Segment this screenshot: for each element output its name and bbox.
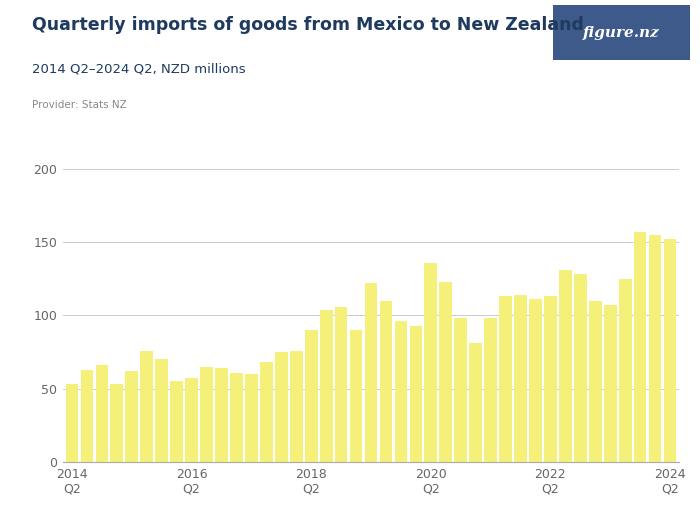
Bar — [649, 235, 661, 462]
Text: Quarterly imports of goods from Mexico to New Zealand: Quarterly imports of goods from Mexico t… — [32, 16, 583, 34]
Bar — [469, 343, 482, 462]
Bar — [379, 301, 392, 462]
Bar — [66, 384, 78, 462]
Bar — [215, 368, 228, 462]
Bar — [186, 379, 198, 462]
Bar — [395, 321, 407, 462]
Bar — [155, 360, 168, 462]
Bar — [619, 279, 631, 462]
Bar — [320, 310, 332, 462]
Bar — [634, 232, 647, 462]
Bar — [335, 307, 347, 462]
Bar — [275, 352, 288, 462]
Bar — [95, 365, 108, 462]
Bar — [559, 270, 572, 462]
Bar — [170, 382, 183, 462]
Bar — [200, 367, 213, 462]
Bar — [664, 239, 676, 462]
Bar — [410, 326, 422, 462]
Bar — [350, 330, 363, 462]
Bar — [80, 370, 93, 462]
Bar — [141, 351, 153, 462]
Bar — [245, 374, 258, 462]
Bar — [111, 384, 123, 462]
Bar — [440, 282, 452, 462]
Bar — [514, 295, 527, 462]
Bar — [544, 297, 556, 462]
Bar — [499, 297, 512, 462]
Bar — [230, 373, 243, 462]
Bar — [260, 362, 273, 462]
Bar — [290, 351, 302, 462]
Bar — [484, 319, 497, 462]
Bar — [454, 319, 467, 462]
Text: figure.nz: figure.nz — [583, 26, 659, 40]
Text: Provider: Stats NZ: Provider: Stats NZ — [32, 100, 126, 110]
Bar — [304, 330, 318, 462]
Bar — [424, 262, 438, 462]
Bar — [589, 301, 601, 462]
Bar — [365, 284, 377, 462]
Bar — [574, 275, 587, 462]
Bar — [529, 299, 542, 462]
Text: 2014 Q2–2024 Q2, NZD millions: 2014 Q2–2024 Q2, NZD millions — [32, 63, 245, 76]
Bar — [604, 305, 617, 462]
Bar — [125, 371, 138, 462]
